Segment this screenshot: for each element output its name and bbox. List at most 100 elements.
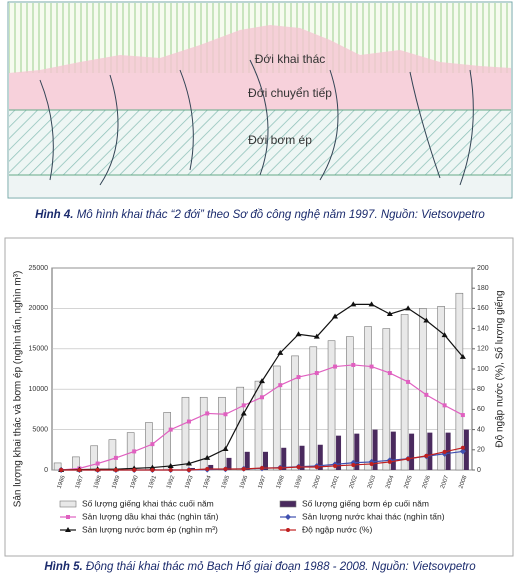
marker xyxy=(167,462,174,468)
marker xyxy=(168,427,173,432)
marker xyxy=(296,375,301,380)
marker xyxy=(278,465,283,470)
bar xyxy=(299,445,305,470)
zone-label: Đới bơm ép xyxy=(248,133,312,147)
marker xyxy=(240,410,247,416)
legend-label: Sản lượng dầu khai thác (nghìn tấn) xyxy=(82,511,219,521)
marker xyxy=(368,301,375,307)
caption-text: Mô hình khai thác “2 đới” theo Sơ đồ côn… xyxy=(76,209,485,221)
marker xyxy=(241,403,246,408)
marker xyxy=(333,463,338,468)
marker xyxy=(460,445,465,450)
y2-tick-label: 180 xyxy=(477,285,489,292)
x-tick-label: 2007 xyxy=(440,474,450,489)
bar xyxy=(244,451,250,470)
marker xyxy=(77,468,82,472)
bar xyxy=(281,447,287,470)
y2-tick-label: 160 xyxy=(477,305,489,312)
marker xyxy=(278,383,283,388)
legend-label: Sản lượng nước khai thác (nghìn tấn) xyxy=(302,511,445,521)
x-tick-label: 2005 xyxy=(404,474,414,489)
x-tick-label: 1995 xyxy=(221,474,231,489)
y2-tick-label: 60 xyxy=(477,406,485,413)
x-tick-label: 1999 xyxy=(294,474,304,489)
y-tick-label: 20000 xyxy=(29,305,49,312)
marker xyxy=(314,464,319,469)
x-tick-label: 1987 xyxy=(75,474,85,489)
y-axis-label: Sản lượng khai thác và bơm ép (nghìn tấn… xyxy=(12,271,24,508)
marker xyxy=(113,468,118,472)
marker xyxy=(222,445,229,451)
bar xyxy=(427,432,433,470)
bar xyxy=(53,462,62,471)
caption-label: Hình 4. xyxy=(35,209,74,221)
x-tick-label: 1988 xyxy=(93,474,103,489)
x-tick-label: 1990 xyxy=(130,474,140,489)
legend-label: Số lượng giếng bơm ép cuối năm xyxy=(302,498,429,508)
marker xyxy=(95,468,100,472)
y2-tick-label: 140 xyxy=(477,325,489,332)
marker xyxy=(405,305,412,311)
marker xyxy=(406,379,411,384)
legend-marker xyxy=(65,527,71,532)
x-tick-label: 1996 xyxy=(239,474,249,489)
bar xyxy=(263,451,268,470)
figure5-caption: Hình 5. Động thái khai thác mỏ Bạch Hổ g… xyxy=(0,561,520,573)
x-tick-label: 1994 xyxy=(203,474,213,489)
y2-axis-label: Độ ngập nước (%), Số lượng giếng xyxy=(494,290,506,447)
figure4-diagram: Đới khai thác Đới chuyển tiếp Đới bơm ép xyxy=(7,1,513,199)
marker xyxy=(150,442,155,447)
x-tick-label: 1989 xyxy=(111,474,121,489)
legend-label: Sản lượng nước bơm ép (nghìn m³) xyxy=(82,524,218,534)
marker xyxy=(460,413,465,418)
x-tick-label: 1993 xyxy=(184,474,194,489)
bar xyxy=(208,464,214,470)
x-tick-label: 1991 xyxy=(148,474,158,489)
marker xyxy=(350,301,357,307)
caption-label: Hình 5. xyxy=(44,561,83,573)
bar xyxy=(218,396,226,471)
marker xyxy=(424,392,429,397)
marker xyxy=(369,461,374,466)
bar xyxy=(455,292,464,471)
y2-tick-label: 20 xyxy=(477,447,485,454)
figure4-caption: Hình 4. Mô hình khai thác “2 đới” theo S… xyxy=(0,209,520,221)
bar xyxy=(409,433,415,470)
bar xyxy=(309,346,318,471)
marker xyxy=(260,465,264,470)
y2-tick-label: 200 xyxy=(477,265,489,272)
bar xyxy=(291,355,299,471)
marker xyxy=(132,449,137,454)
marker xyxy=(205,466,210,471)
x-tick-label: 2001 xyxy=(330,474,340,489)
marker xyxy=(423,317,430,323)
marker xyxy=(313,333,320,339)
y2-tick-label: 80 xyxy=(477,386,485,393)
bar xyxy=(346,336,354,471)
marker xyxy=(459,353,466,359)
bar xyxy=(419,308,427,471)
x-tick-label: 1997 xyxy=(257,474,267,489)
zone-label: Đới khai thác xyxy=(255,52,326,66)
marker xyxy=(95,461,100,466)
y2-tick-label: 40 xyxy=(477,426,485,433)
x-tick-label: 2003 xyxy=(367,474,377,489)
marker xyxy=(168,468,173,472)
y-tick-label: 15000 xyxy=(29,346,49,353)
y-tick-label: 25000 xyxy=(29,265,49,272)
bar xyxy=(254,380,263,471)
marker xyxy=(332,313,339,319)
marker xyxy=(369,364,374,369)
marker xyxy=(277,349,284,355)
y-tick-label: 10000 xyxy=(29,386,49,393)
bar xyxy=(317,444,323,470)
bar xyxy=(390,431,396,470)
x-tick-label: 2002 xyxy=(349,474,359,489)
bar xyxy=(181,396,190,471)
marker xyxy=(205,411,210,416)
bar xyxy=(189,467,195,470)
bar xyxy=(272,365,281,471)
bar xyxy=(327,340,336,471)
